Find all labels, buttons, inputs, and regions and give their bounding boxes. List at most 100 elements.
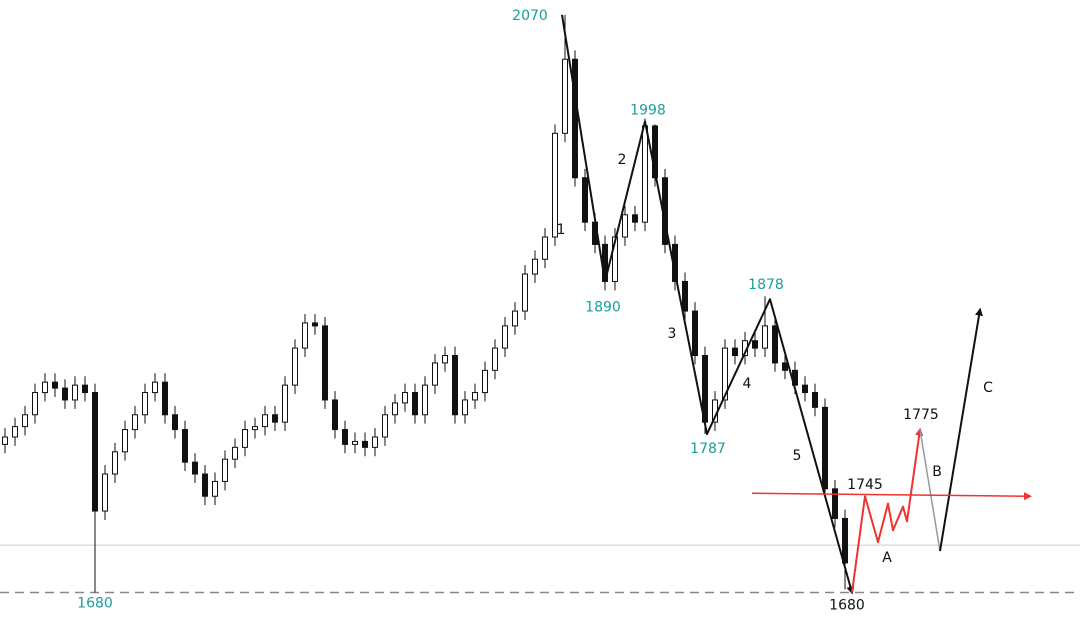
- candle-body: [472, 392, 478, 401]
- wave-line: [851, 427, 924, 593]
- wave-label: 2: [618, 152, 627, 168]
- candle-body: [492, 347, 498, 371]
- candle-body: [382, 414, 388, 438]
- candle-body: [442, 355, 448, 364]
- wave-label: B: [932, 464, 942, 480]
- candle-body: [172, 414, 178, 431]
- wave-label: 5: [793, 448, 802, 464]
- candle-body: [212, 480, 218, 497]
- candle-body: [762, 325, 768, 349]
- candle-body: [542, 236, 548, 260]
- candle-body: [322, 325, 328, 401]
- candle-body: [682, 280, 688, 312]
- wave-label: C: [983, 380, 993, 396]
- candle-body: [842, 517, 848, 564]
- candle-body: [752, 340, 758, 349]
- candle-body: [252, 426, 258, 431]
- candle-body: [562, 58, 568, 134]
- candle-body: [632, 214, 638, 223]
- candle-body: [582, 177, 588, 223]
- candle-body: [622, 214, 628, 238]
- candle-body: [732, 347, 738, 357]
- candle-body: [642, 125, 648, 223]
- candle-body: [12, 426, 18, 438]
- candle-body: [72, 384, 78, 401]
- price-label: 1998: [630, 102, 666, 118]
- candle-body: [502, 325, 508, 349]
- candle-body: [332, 399, 338, 431]
- price-label: 2070: [512, 8, 548, 24]
- candle-body: [552, 132, 558, 238]
- candle-body: [272, 414, 278, 423]
- price-label: 1680: [77, 596, 113, 612]
- candle-body: [402, 392, 408, 404]
- wave-label: 4: [743, 376, 752, 392]
- candle-body: [772, 325, 778, 364]
- wave-line: [561, 14, 855, 595]
- candle-body: [482, 369, 488, 394]
- candle-body: [262, 414, 268, 428]
- candle-body: [42, 381, 48, 394]
- candle-body: [302, 322, 308, 349]
- candle-body: [232, 446, 238, 460]
- candle-body: [132, 414, 138, 431]
- wave-label: A: [882, 550, 892, 566]
- candle-body: [832, 488, 838, 519]
- candle-body: [362, 440, 368, 448]
- candle-body: [82, 384, 88, 394]
- candle-body: [392, 402, 398, 416]
- candle-body: [822, 406, 828, 490]
- candle-body: [412, 392, 418, 416]
- candle-body: [222, 458, 228, 482]
- candle-body: [422, 384, 428, 416]
- candle-body: [2, 436, 8, 445]
- candle-body: [312, 322, 318, 327]
- candle-body: [102, 473, 108, 512]
- candle-body: [202, 473, 208, 497]
- candle-body: [722, 347, 728, 401]
- candle-body: [92, 392, 98, 512]
- candle-body: [812, 392, 818, 408]
- price-label: 1745: [847, 477, 883, 493]
- candle-body: [432, 362, 438, 386]
- candle-body: [512, 310, 518, 327]
- candle-body: [122, 429, 128, 453]
- candle-body: [32, 392, 38, 416]
- candle-body: [292, 347, 298, 386]
- wave-line: [919, 429, 941, 552]
- candle-body: [522, 273, 528, 312]
- candle-body: [352, 440, 358, 445]
- candle-body: [282, 384, 288, 423]
- candle-body: [142, 392, 148, 416]
- candle-body: [62, 387, 68, 401]
- wave-line: [939, 307, 983, 552]
- candle-body: [802, 384, 808, 394]
- candle-body: [782, 362, 788, 371]
- candle-body: [452, 355, 458, 416]
- candle-body: [152, 381, 158, 394]
- candle-body: [112, 451, 118, 475]
- candle-body: [192, 461, 198, 475]
- candle-body: [692, 310, 698, 357]
- candle-body: [372, 436, 378, 448]
- candle-body: [652, 125, 658, 179]
- candle-body: [612, 236, 618, 282]
- candle-body: [162, 381, 168, 416]
- price-label: 1890: [585, 299, 621, 315]
- wave-line: [751, 492, 1032, 501]
- price-label: 1787: [690, 441, 726, 457]
- wave-label: 1: [557, 222, 566, 238]
- candle-body: [532, 258, 538, 275]
- candle-body: [342, 429, 348, 445]
- price-label: 1775: [903, 407, 939, 423]
- price-label: 1878: [748, 277, 784, 293]
- candle-body: [462, 399, 468, 416]
- candle-body: [242, 429, 248, 448]
- price-label: 1680: [829, 598, 865, 614]
- candle-body: [572, 58, 578, 179]
- candle-body: [22, 414, 28, 428]
- candle-body: [52, 381, 58, 389]
- candle-body: [182, 429, 188, 463]
- wave-label: 3: [668, 326, 677, 342]
